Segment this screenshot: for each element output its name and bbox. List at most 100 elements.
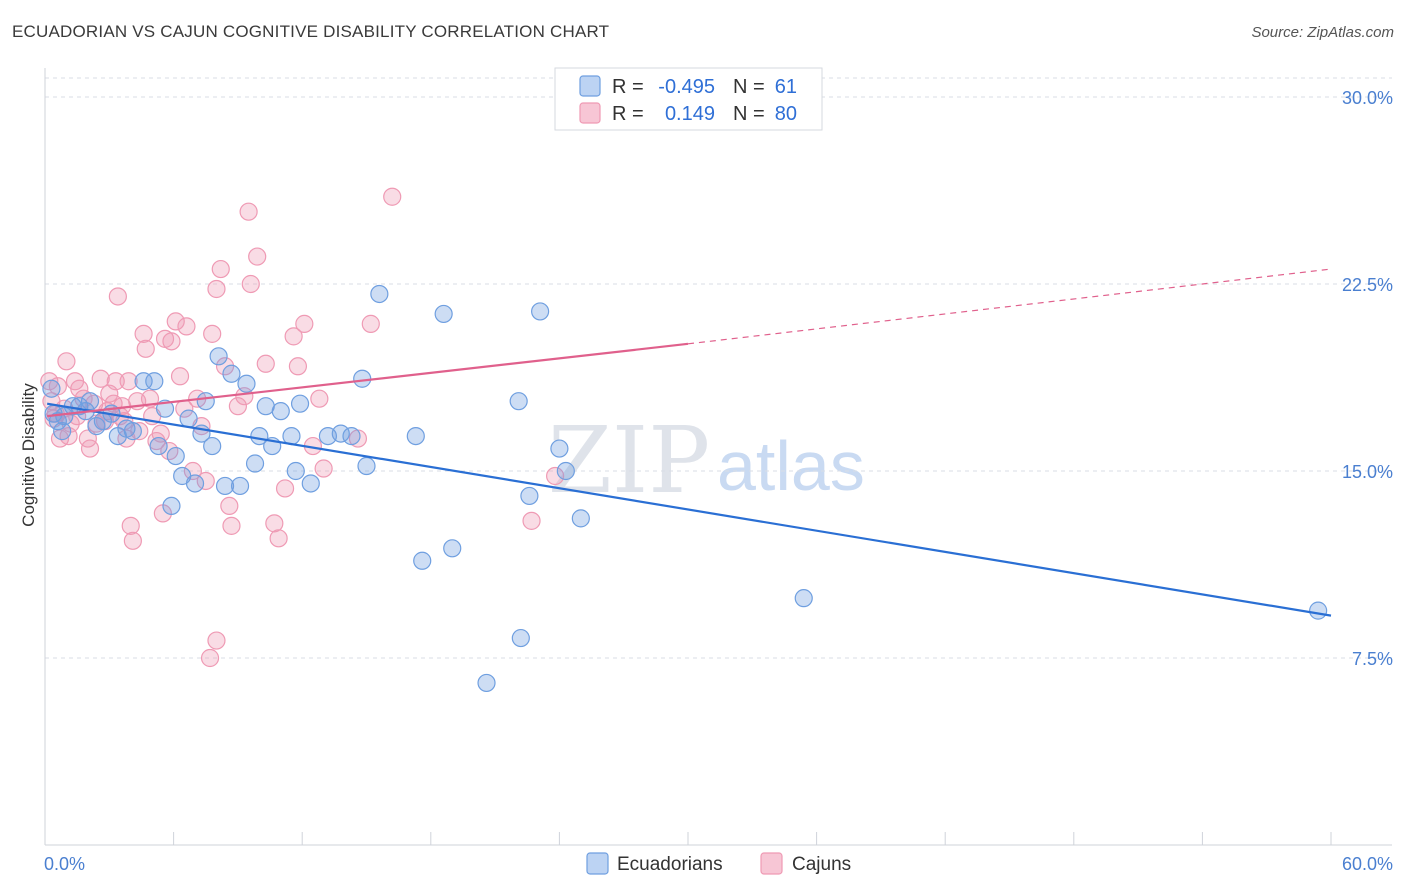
ecuadorians-point — [511, 628, 530, 648]
legend-swatch-ecuadorians — [579, 75, 601, 97]
chart-title: ECUADORIAN VS CAJUN COGNITIVE DISABILITY… — [12, 22, 610, 41]
ecuadorians-trend-line — [46, 402, 1332, 617]
ecuadorians-point — [230, 476, 250, 496]
ecuadorians-point — [237, 374, 256, 393]
ecuadorians-point — [443, 539, 462, 558]
ecuadorians-point — [149, 436, 168, 456]
cajuns-point — [265, 514, 284, 533]
cajuns-point — [314, 459, 333, 478]
ecuadorians-point — [556, 461, 575, 481]
cajuns-point — [106, 372, 125, 391]
ecuadorians-point — [123, 422, 142, 441]
y-tick-label: 30.0% — [1342, 88, 1393, 108]
cajuns-point — [220, 496, 239, 516]
legend-r-label-2: R = — [612, 103, 644, 125]
cajuns-point — [275, 479, 295, 498]
cajuns-point — [40, 372, 59, 391]
cajuns-point — [248, 247, 267, 266]
ecuadorians-point — [203, 436, 222, 456]
cajuns-point — [200, 648, 220, 668]
y-tick-labels: 7.5% 15.0% 22.5% 30.0% — [1342, 88, 1393, 669]
x-ticks — [44, 832, 1332, 845]
ecuadorians-point — [185, 474, 205, 493]
cajuns-point — [91, 369, 110, 388]
x-tick-label-max: 60.0% — [1342, 854, 1393, 874]
watermark-atlas: atlas — [717, 427, 865, 505]
cajuns-point — [269, 529, 288, 548]
cajuns-point — [121, 516, 140, 535]
ecuadorians-point — [256, 397, 275, 416]
ecuadorians-point — [331, 424, 350, 443]
ecuadorians-point — [145, 372, 164, 391]
bottom-legend-swatch-ecuadorians — [586, 852, 609, 875]
ecuadorians-point — [209, 347, 228, 366]
ecuadorians-point — [42, 379, 61, 398]
bottom-legend-swatch-cajuns — [760, 852, 783, 875]
legend-n-label-1: N = — [733, 76, 765, 98]
cajuns-point — [207, 631, 226, 650]
ecuadorians-point — [1309, 601, 1328, 620]
ecuadorians-point — [80, 392, 100, 411]
cajuns-point — [196, 471, 215, 491]
ecuadorians-point — [53, 422, 72, 441]
series-legend: Ecuadorians Cajuns — [586, 852, 851, 875]
ecuadorians-point — [286, 461, 305, 481]
cajuns-point — [256, 354, 275, 373]
stats-legend: R = -0.495 N = 61 R = 0.149 N = 80 — [554, 67, 823, 131]
legend-n-value-1: 61 — [775, 76, 797, 98]
legend-swatch-cajuns — [579, 102, 601, 124]
ecuadorians-point — [342, 426, 361, 446]
cajuns-point — [119, 372, 138, 391]
ecuadorians-point — [290, 394, 310, 413]
cajuns-trend-line — [47, 342, 689, 418]
ecuadorians-point — [162, 496, 181, 516]
cajuns-point — [57, 352, 76, 371]
cajuns-point — [211, 259, 230, 279]
x-tick-label-min: 0.0% — [44, 854, 85, 874]
ecuadorians-point — [196, 392, 215, 411]
ecuadorians-point — [222, 364, 241, 383]
bottom-legend-label-cajuns: Cajuns — [792, 854, 851, 875]
ecuadorians-point — [794, 589, 813, 608]
cajuns-trend-line-extension — [687, 268, 1332, 345]
ecuadorians-point — [245, 454, 265, 473]
cajuns-point — [166, 312, 185, 331]
grid-lines — [45, 77, 1392, 659]
cajuns-point — [123, 531, 142, 550]
legend-n-label-2: N = — [733, 103, 765, 125]
legend-r-value-2: 0.149 — [665, 103, 715, 125]
source-credit: Source: ZipAtlas.com — [1251, 24, 1394, 41]
ecuadorians-point — [357, 456, 376, 476]
cajuns-point — [108, 287, 127, 306]
cajuns-point — [162, 332, 181, 351]
y-axis-label: Cognitive Disability — [19, 383, 38, 527]
ecuadorians-point — [509, 392, 528, 411]
cajuns-point — [222, 516, 241, 535]
legend-r-label-1: R = — [612, 76, 644, 98]
cajuns-point — [295, 314, 314, 333]
cajuns-point — [207, 279, 226, 299]
cajuns-point — [80, 439, 100, 458]
cajuns-point — [288, 357, 308, 376]
ecuadorians-point — [134, 372, 153, 391]
cajuns-point — [170, 367, 190, 386]
axes — [44, 68, 1392, 846]
ecuadorians-point — [434, 304, 453, 324]
cajuns-points — [40, 187, 565, 668]
cajuns-point — [284, 327, 303, 346]
ecuadorians-point — [520, 486, 539, 506]
ecuadorians-point — [413, 551, 432, 570]
cajuns-point — [203, 324, 222, 343]
bottom-legend-label-ecuadorians: Ecuadorians — [617, 854, 723, 875]
ecuadorians-point — [477, 673, 496, 693]
ecuadorians-point — [353, 369, 372, 388]
cajuns-point — [383, 187, 402, 206]
ecuadorians-point — [179, 409, 198, 428]
cajuns-point — [136, 339, 155, 358]
legend-n-value-2: 80 — [775, 103, 797, 125]
ecuadorians-point — [406, 426, 425, 446]
cajuns-point — [310, 389, 329, 408]
cajuns-point — [241, 274, 260, 294]
ecuadorians-point — [166, 446, 185, 466]
cajuns-point — [177, 317, 196, 336]
